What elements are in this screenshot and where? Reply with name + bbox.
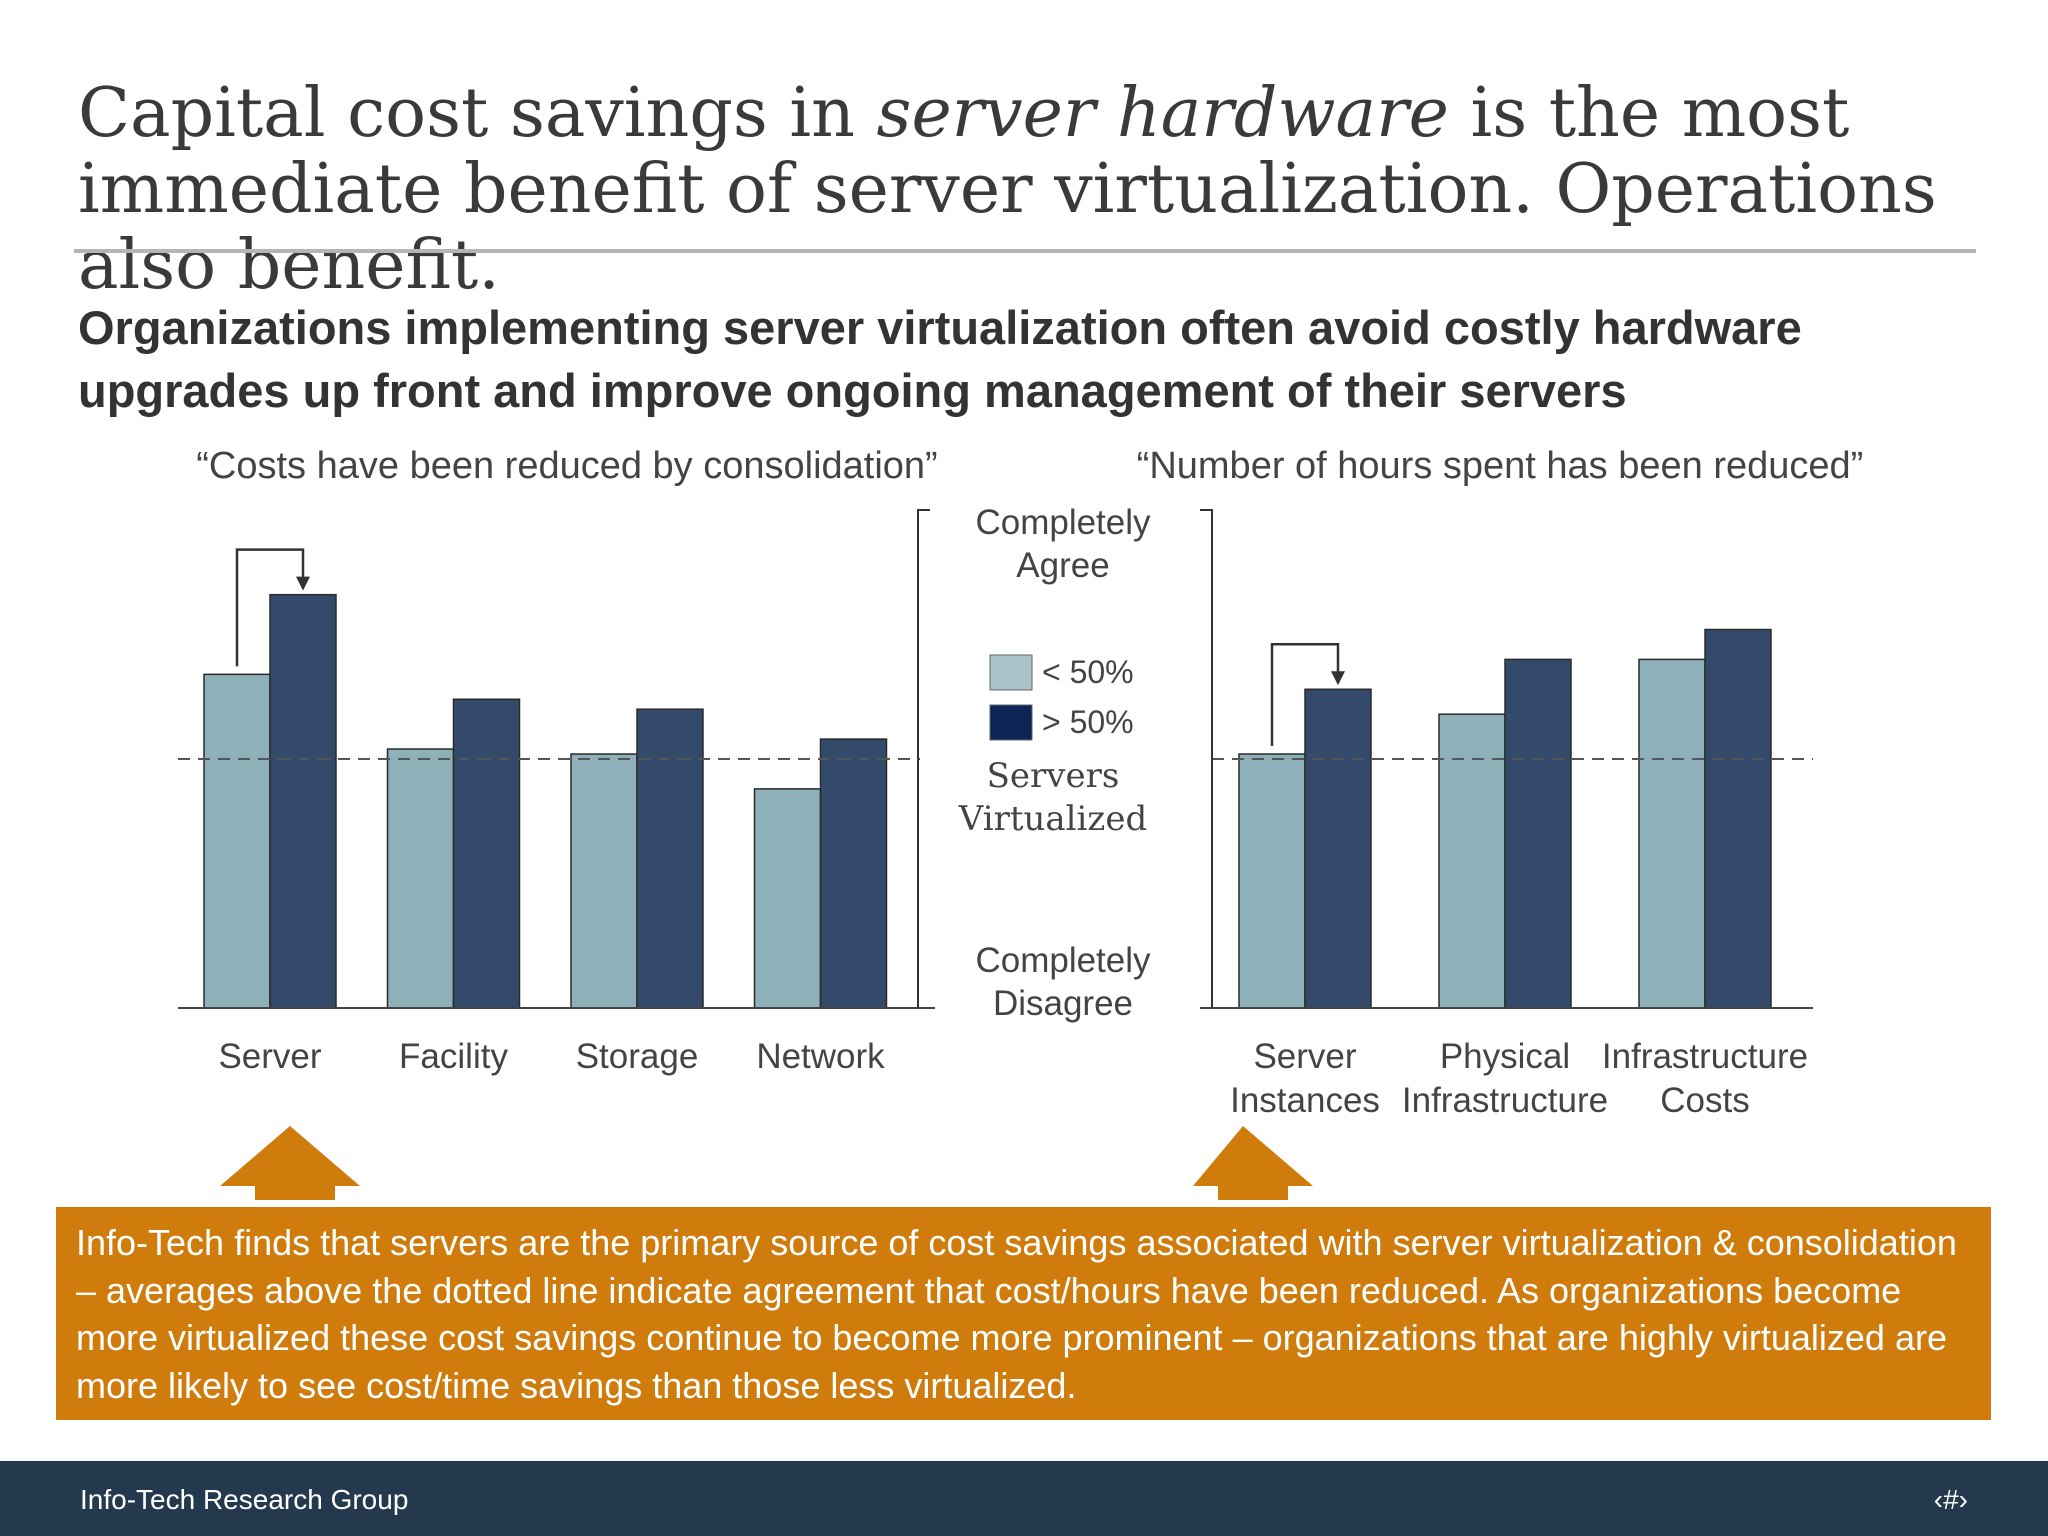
chart-layer: Server Facility Storage Network Server Instan… bbox=[178, 548, 1813, 1120]
legend-title-line2: Virtualized bbox=[958, 799, 1147, 839]
chart-title-hours: “Number of hours spent has been reduced” bbox=[1137, 445, 1864, 487]
bar-1-0-0 bbox=[1238, 753, 1306, 1009]
chart-area: Server Facility Storage Network Server Instan… bbox=[178, 445, 1864, 1200]
category-label-1-1-0: Physical bbox=[1440, 1037, 1570, 1076]
up-arrow-left-icon bbox=[220, 1126, 360, 1200]
bar-0-1-1 bbox=[452, 698, 521, 1009]
page-number: ‹#› bbox=[1933, 1484, 1968, 1515]
up-arrow-right-icon bbox=[1193, 1126, 1313, 1200]
legend-title-line1: Servers bbox=[987, 756, 1120, 796]
slide-subtitle: Organizations implementing server virtua… bbox=[78, 301, 1802, 417]
bar-1-2-1 bbox=[1704, 628, 1772, 1009]
scale-bracket-left bbox=[917, 509, 930, 1008]
category-label-1-0-0: Server bbox=[1253, 1037, 1356, 1076]
scale-bracket-right bbox=[1200, 509, 1213, 1008]
bar-0-0-0 bbox=[203, 673, 271, 1009]
legend-swatch-low bbox=[989, 654, 1033, 691]
category-label-1-1-1: Infrastructure bbox=[1402, 1081, 1608, 1120]
comparison-arrow-1 bbox=[1270, 643, 1340, 747]
callout-box: Info-Tech finds that servers are the pri… bbox=[56, 1207, 1991, 1420]
category-label-1-2-1: Costs bbox=[1660, 1081, 1749, 1120]
bar-0-3-0 bbox=[753, 788, 822, 1009]
bar-0-1-0 bbox=[386, 748, 455, 1009]
category-label-0-2: Storage bbox=[576, 1037, 699, 1076]
bar-1-1-1 bbox=[1504, 658, 1572, 1009]
bar-1-1-0 bbox=[1438, 713, 1506, 1009]
footer-org: Info-Tech Research Group bbox=[80, 1484, 409, 1515]
y-top-label-line1: Completely bbox=[975, 503, 1151, 542]
category-label-1-0-1: Instances bbox=[1230, 1081, 1380, 1120]
bar-1-0-1 bbox=[1304, 688, 1372, 1009]
comparison-arrow-0 bbox=[235, 548, 305, 667]
title-divider bbox=[74, 249, 1976, 253]
comparison-arrowhead-1 bbox=[1331, 671, 1345, 686]
bar-0-2-1 bbox=[636, 708, 704, 1009]
callout-text: Info-Tech finds that servers are the pri… bbox=[76, 1222, 1957, 1406]
bar-0-3-1 bbox=[819, 738, 888, 1009]
category-label-0-3: Network bbox=[756, 1037, 885, 1076]
title-part1: Capital cost savings in bbox=[78, 74, 877, 153]
comparison-arrowhead-0 bbox=[296, 576, 310, 591]
legend-label-low: < 50% bbox=[1042, 654, 1134, 690]
y-bottom-label-line2: Disagree bbox=[993, 984, 1133, 1023]
footer-bar: Info-Tech Research Group ‹#› bbox=[0, 1461, 2048, 1536]
category-label-0-1: Facility bbox=[399, 1037, 508, 1076]
bar-1-2-0 bbox=[1638, 658, 1706, 1009]
title-emphasis: server hardware bbox=[876, 74, 1449, 153]
y-top-label-line2: Agree bbox=[1016, 546, 1109, 585]
bar-0-0-1 bbox=[269, 593, 337, 1009]
chart-title-costs: “Costs have been reduced by consolidatio… bbox=[196, 445, 937, 487]
category-label-0-0: Server bbox=[218, 1037, 321, 1076]
bar-0-2-0 bbox=[570, 753, 638, 1009]
category-label-1-2-0: Infrastructure bbox=[1602, 1037, 1808, 1076]
legend-label-high: > 50% bbox=[1042, 704, 1134, 740]
legend-swatch-high bbox=[989, 704, 1033, 741]
slide-title: Capital cost savings in server hardware … bbox=[78, 76, 1978, 304]
title-part2: is the most immediate benefit of server … bbox=[78, 74, 1937, 305]
y-bottom-label-line1: Completely bbox=[975, 941, 1151, 980]
